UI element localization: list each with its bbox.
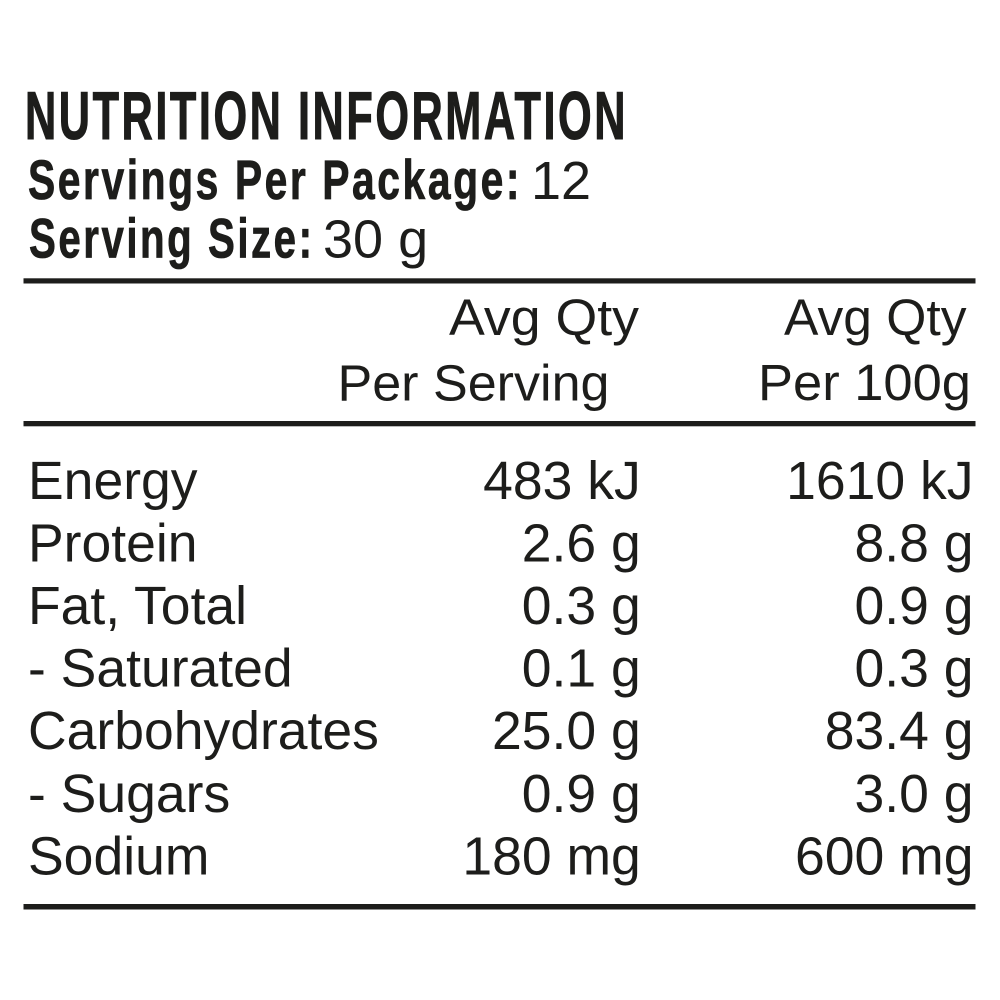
svg-text:1610 kJ: 1610 kJ	[786, 452, 973, 511]
svg-text:Protein: Protein	[28, 514, 198, 573]
svg-text:NUTRITION INFORMATION: NUTRITION INFORMATION	[25, 78, 628, 154]
svg-text:Servings Per Package:: Servings Per Package:	[28, 148, 522, 211]
svg-text:Serving Size:: Serving Size:	[29, 207, 315, 270]
svg-text:12: 12	[531, 151, 591, 211]
svg-text:0.1 g: 0.1 g	[522, 640, 641, 699]
svg-text:0.3 g: 0.3 g	[522, 577, 641, 636]
svg-text:Avg Qty: Avg Qty	[449, 289, 640, 346]
svg-text:Per 100g: Per 100g	[758, 354, 971, 411]
svg-text:Carbohydrates: Carbohydrates	[28, 702, 379, 761]
svg-text:3.0 g: 3.0 g	[855, 765, 974, 824]
svg-text:Avg Qty: Avg Qty	[784, 289, 967, 346]
svg-text:Energy: Energy	[28, 452, 198, 511]
svg-text:Per Serving: Per Serving	[338, 355, 610, 412]
svg-text:83.4 g: 83.4 g	[825, 702, 974, 761]
svg-text:Sodium: Sodium	[28, 827, 209, 886]
svg-text:30 g: 30 g	[323, 210, 428, 270]
svg-text:25.0 g: 25.0 g	[492, 702, 641, 761]
svg-text:483 kJ: 483 kJ	[483, 452, 641, 511]
svg-text:180 mg: 180 mg	[462, 827, 640, 886]
svg-text:0.9 g: 0.9 g	[855, 577, 974, 636]
svg-text:0.3 g: 0.3 g	[855, 640, 974, 699]
svg-text:Fat, Total: Fat, Total	[28, 577, 247, 636]
svg-text:600 mg: 600 mg	[795, 827, 973, 886]
svg-text:- Sugars: - Sugars	[28, 765, 230, 824]
svg-text:8.8 g: 8.8 g	[855, 514, 974, 573]
svg-text:0.9 g: 0.9 g	[522, 765, 641, 824]
svg-text:- Saturated: - Saturated	[28, 640, 293, 699]
svg-text:2.6 g: 2.6 g	[522, 514, 641, 573]
